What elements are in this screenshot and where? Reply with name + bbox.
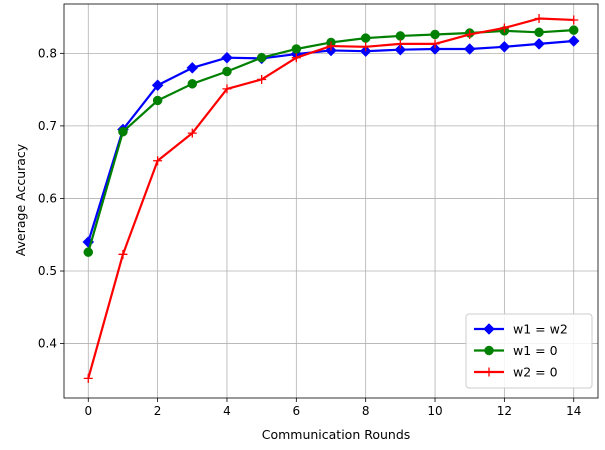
x-tick-label: 8 bbox=[362, 404, 370, 418]
data-point bbox=[395, 31, 406, 41]
data-point bbox=[567, 35, 580, 47]
axes: 0 2 4 6 8 10 12 14 0.4 0.5 0.6 0.7 0.8 bbox=[38, 3, 599, 418]
y-axis-label: Average Accuracy bbox=[13, 143, 28, 256]
x-tick-label: 0 bbox=[84, 404, 92, 418]
x-axis-label: Communication Rounds bbox=[262, 427, 411, 442]
data-point bbox=[257, 74, 267, 84]
data-point bbox=[465, 29, 475, 39]
legend-swatch-marker bbox=[484, 345, 494, 356]
legend-label: w1 = 0 bbox=[513, 343, 558, 358]
data-point bbox=[291, 53, 301, 63]
data-point bbox=[291, 44, 302, 54]
series-line bbox=[87, 39, 574, 243]
data-point bbox=[361, 42, 371, 52]
x-tick-label: 4 bbox=[223, 404, 231, 418]
data-point bbox=[151, 79, 164, 92]
data-point bbox=[498, 40, 511, 53]
x-tick-label: 12 bbox=[497, 404, 512, 418]
data-point bbox=[187, 79, 198, 89]
data-point bbox=[222, 84, 232, 94]
data-point bbox=[568, 25, 579, 35]
y-tick-label: 0.6 bbox=[38, 191, 57, 205]
x-tick-label: 6 bbox=[293, 404, 301, 418]
legend-label: w1 = w2 bbox=[513, 322, 568, 337]
legend-swatch-marker bbox=[483, 323, 495, 335]
data-point bbox=[360, 33, 371, 43]
y-tick-label: 0.8 bbox=[38, 46, 57, 60]
data-point bbox=[186, 61, 199, 74]
series-line bbox=[87, 29, 574, 253]
data-point bbox=[463, 43, 476, 55]
data-point bbox=[83, 247, 94, 257]
data-point bbox=[499, 23, 509, 33]
data-point bbox=[569, 15, 579, 25]
legend: w1 = w2 w1 = 0 w2 = 0 bbox=[465, 313, 593, 389]
data-point bbox=[256, 52, 267, 63]
data-point bbox=[83, 373, 93, 383]
y-tick-label: 0.7 bbox=[38, 119, 57, 133]
data-point bbox=[534, 14, 544, 24]
data-point bbox=[222, 66, 232, 77]
data-point bbox=[187, 128, 197, 138]
data-point bbox=[429, 43, 441, 55]
legend-item-1: w1 = w2 bbox=[474, 322, 568, 337]
x-tick-label: 10 bbox=[427, 404, 442, 418]
data-point bbox=[533, 38, 545, 50]
data-point bbox=[118, 249, 128, 259]
data-point bbox=[430, 29, 440, 40]
legend-swatch-marker bbox=[484, 367, 494, 377]
plot-frame bbox=[63, 3, 599, 399]
data-point bbox=[394, 43, 407, 56]
data-point bbox=[118, 126, 128, 137]
legend-item-2: w1 = 0 bbox=[474, 343, 558, 358]
data-point bbox=[430, 39, 440, 49]
legend-label: w2 = 0 bbox=[513, 365, 558, 380]
series-layer bbox=[82, 14, 580, 383]
legend-item-3: w2 = 0 bbox=[474, 365, 558, 380]
y-tick-label: 0.5 bbox=[38, 264, 57, 278]
data-point bbox=[221, 51, 233, 64]
legend-box bbox=[465, 313, 593, 389]
y-tick-label: 0.4 bbox=[38, 337, 57, 351]
series-3 bbox=[83, 14, 579, 383]
x-tick-label: 14 bbox=[566, 404, 581, 418]
data-point bbox=[395, 39, 405, 49]
data-point bbox=[534, 27, 544, 38]
x-tick-label: 2 bbox=[154, 404, 162, 418]
data-point bbox=[326, 41, 336, 51]
data-point bbox=[152, 95, 163, 106]
data-point bbox=[153, 156, 163, 166]
